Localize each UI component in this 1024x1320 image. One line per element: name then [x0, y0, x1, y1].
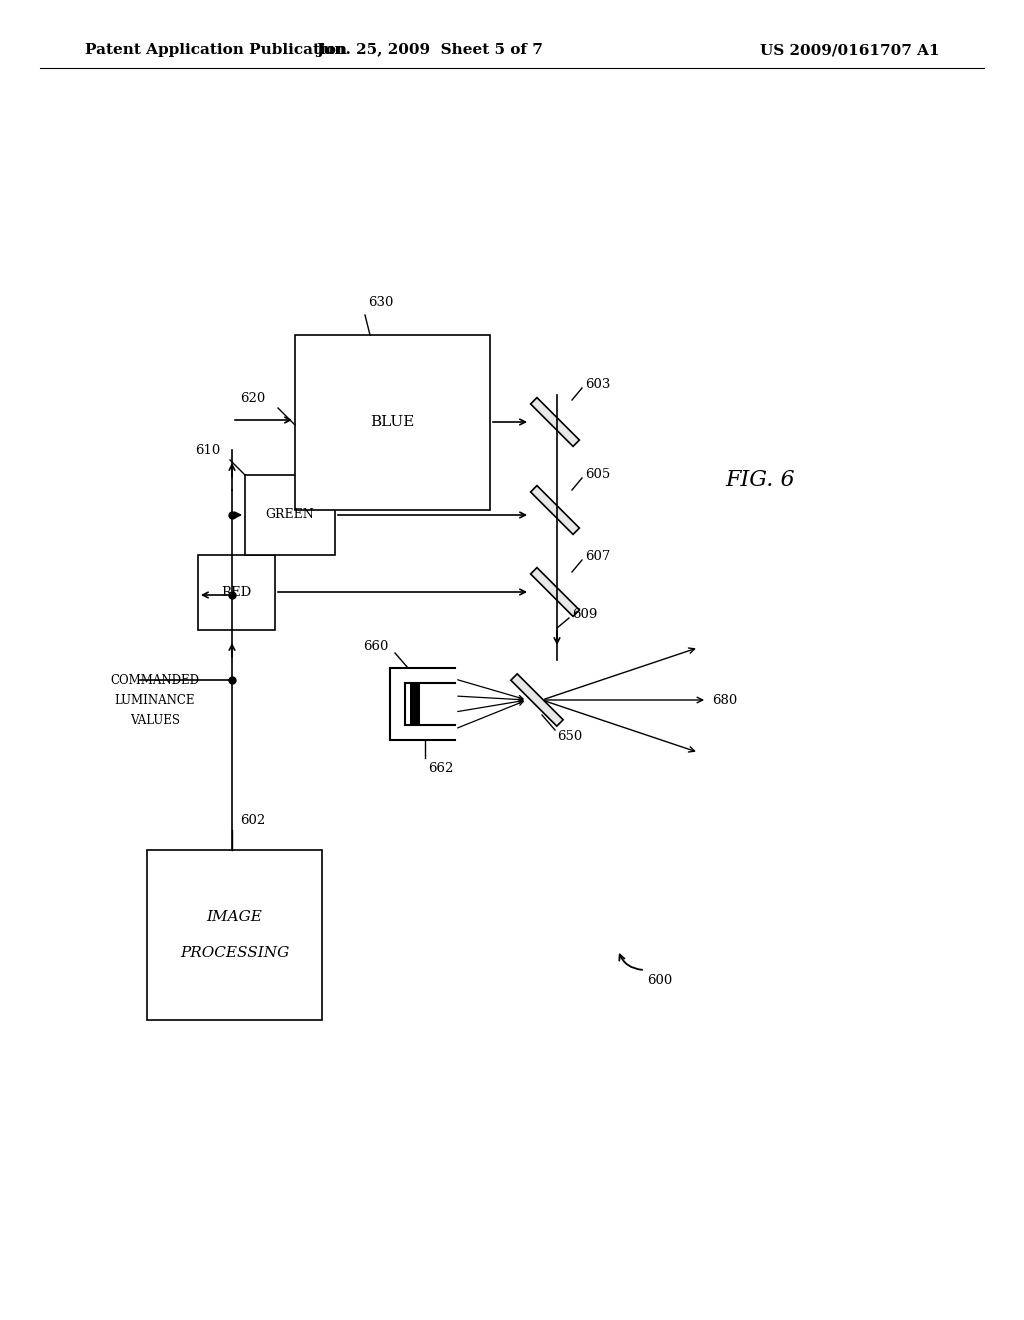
Polygon shape	[530, 486, 580, 535]
Text: 662: 662	[428, 762, 454, 775]
Text: RED: RED	[221, 586, 252, 599]
Bar	[410, 682, 420, 725]
Polygon shape	[511, 673, 563, 726]
Text: 600: 600	[647, 974, 673, 986]
Text: US 2009/0161707 A1: US 2009/0161707 A1	[761, 44, 940, 57]
Bar	[198, 554, 275, 630]
Text: 680: 680	[712, 693, 737, 706]
Text: 603: 603	[585, 378, 610, 391]
Text: 610: 610	[195, 444, 220, 457]
Bar	[245, 475, 335, 554]
Text: 607: 607	[585, 549, 610, 562]
Text: Jun. 25, 2009  Sheet 5 of 7: Jun. 25, 2009 Sheet 5 of 7	[316, 44, 544, 57]
Text: GREEN: GREEN	[265, 508, 314, 521]
Bar	[147, 850, 322, 1020]
Text: 602: 602	[240, 813, 265, 826]
Text: IMAGE: IMAGE	[207, 909, 262, 924]
Text: 609: 609	[572, 607, 597, 620]
Polygon shape	[530, 568, 580, 616]
Text: 605: 605	[585, 467, 610, 480]
Bar	[295, 335, 490, 510]
Text: 630: 630	[368, 297, 393, 309]
Text: FIG. 6: FIG. 6	[725, 469, 795, 491]
Text: COMMANDED: COMMANDED	[111, 673, 200, 686]
Text: Patent Application Publication: Patent Application Publication	[85, 44, 347, 57]
Text: BLUE: BLUE	[371, 416, 415, 429]
Text: 660: 660	[362, 639, 388, 652]
Text: 650: 650	[557, 730, 583, 742]
Text: 620: 620	[240, 392, 265, 404]
Text: LUMINANCE: LUMINANCE	[115, 693, 196, 706]
Text: PROCESSING: PROCESSING	[180, 946, 289, 960]
Text: VALUES: VALUES	[130, 714, 180, 726]
Polygon shape	[530, 397, 580, 446]
